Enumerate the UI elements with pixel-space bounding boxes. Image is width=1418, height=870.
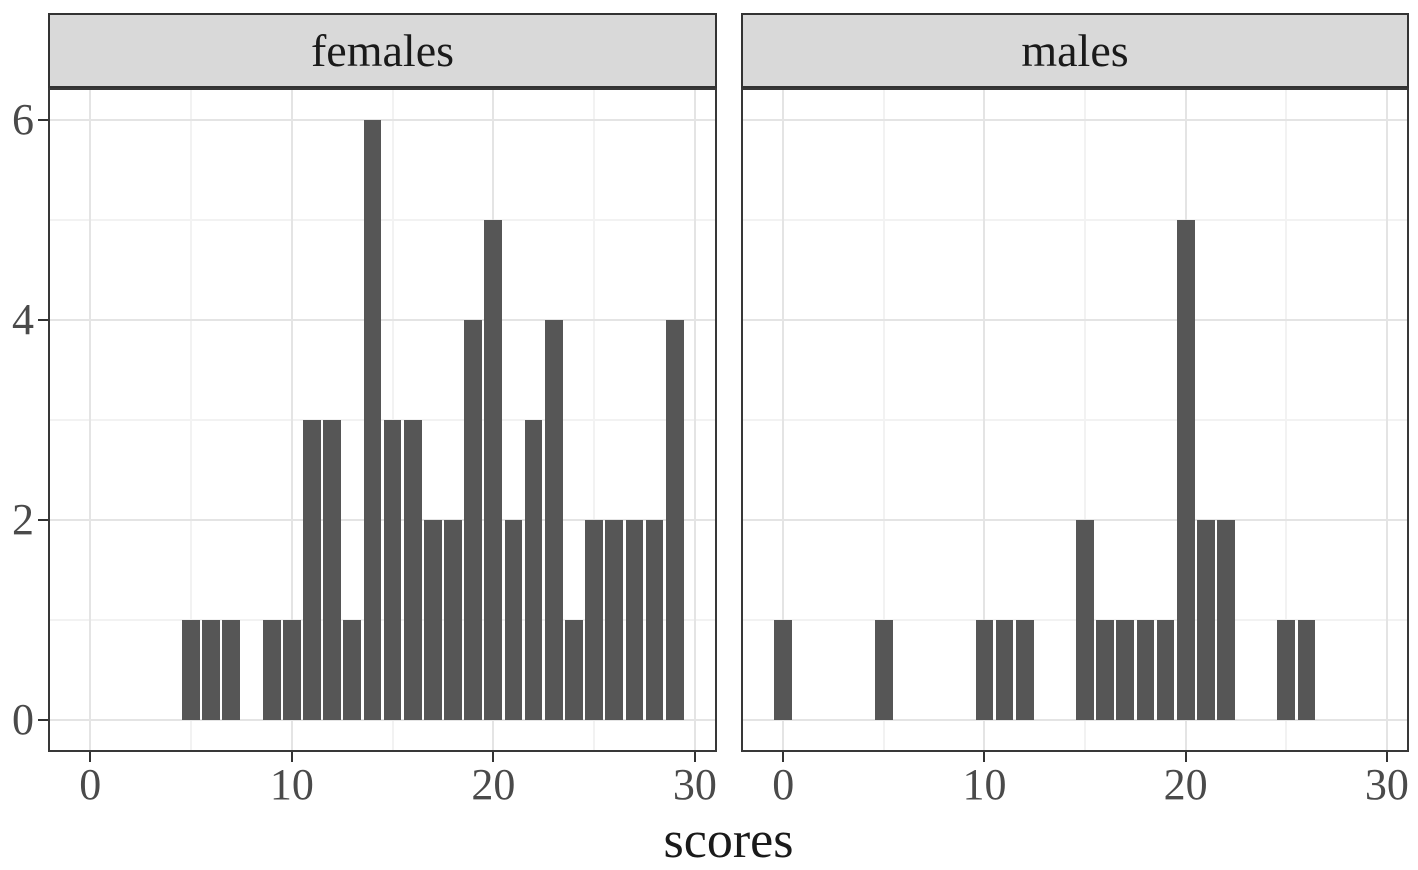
x-tick-label: 10 xyxy=(269,760,314,809)
histogram-bar xyxy=(403,420,422,720)
grid-major-x xyxy=(693,90,696,750)
histogram-bar xyxy=(1076,520,1094,720)
x-axis-title: scores xyxy=(663,812,794,869)
x-tick-label: 30 xyxy=(672,760,717,809)
histogram-bar xyxy=(383,420,402,720)
facet-strip-males: males xyxy=(741,13,1409,88)
grid-major-y xyxy=(50,719,715,721)
x-tick xyxy=(983,752,986,762)
histogram-bar xyxy=(774,620,793,720)
x-tick-label: 20 xyxy=(471,760,516,809)
grid-major-x xyxy=(1385,90,1388,750)
grid-minor-y xyxy=(743,619,1407,621)
histogram-bar xyxy=(202,620,221,720)
histogram-bar xyxy=(444,520,462,720)
grid-minor-y xyxy=(743,419,1407,421)
y-tick xyxy=(38,319,48,321)
grid-major-x xyxy=(782,90,785,750)
grid-major-y xyxy=(50,519,715,521)
histogram-bar xyxy=(665,320,684,720)
histogram-bar xyxy=(1156,620,1175,720)
x-tick xyxy=(1385,752,1388,762)
histogram-bar xyxy=(424,520,442,720)
grid-major-y xyxy=(743,719,1407,721)
grid-major-y xyxy=(50,119,715,121)
histogram-bar xyxy=(363,120,382,720)
x-tick-label: 10 xyxy=(962,760,1007,809)
panel-females xyxy=(48,88,717,752)
y-tick-label: 4 xyxy=(12,295,34,344)
histogram-bar xyxy=(625,520,644,720)
histogram-bar xyxy=(504,520,523,720)
grid-major-x xyxy=(89,90,92,750)
grid-major-y xyxy=(743,519,1407,521)
grid-major-x xyxy=(290,90,293,750)
histogram-bar xyxy=(282,620,301,720)
x-tick-label: 20 xyxy=(1163,760,1208,809)
x-tick xyxy=(89,752,92,762)
histogram-bar xyxy=(565,620,583,720)
histogram-bar xyxy=(182,620,200,720)
histogram-bar xyxy=(464,320,483,720)
histogram-bar xyxy=(1136,620,1155,720)
grid-major-x xyxy=(983,90,986,750)
y-tick xyxy=(38,719,48,721)
grid-minor-y xyxy=(50,619,715,621)
histogram-bar xyxy=(1297,620,1316,720)
histogram-bar xyxy=(524,420,543,720)
x-tick xyxy=(693,752,696,762)
grid-major-y xyxy=(743,319,1407,321)
histogram-bar xyxy=(605,520,624,720)
histogram-bar xyxy=(262,620,281,720)
histogram-bar xyxy=(222,620,241,720)
histogram-bar xyxy=(544,320,563,720)
histogram-bar xyxy=(1096,620,1115,720)
x-tick-label: 0 xyxy=(79,760,102,809)
histogram-bar xyxy=(303,420,321,720)
x-tick xyxy=(290,752,293,762)
grid-major-y xyxy=(50,319,715,321)
y-tick xyxy=(38,519,48,521)
histogram-bar xyxy=(645,520,664,720)
histogram-bar xyxy=(343,620,362,720)
plot-area-females xyxy=(50,90,715,750)
plot-area-males xyxy=(743,90,1407,750)
y-tick xyxy=(38,119,48,121)
y-tick-label: 6 xyxy=(12,95,34,144)
histogram-bar xyxy=(1196,520,1215,720)
facet-strip-label: males xyxy=(1021,24,1129,76)
y-tick-label: 2 xyxy=(12,495,34,544)
x-tick-label: 30 xyxy=(1364,760,1409,809)
facet-strip-label: females xyxy=(310,24,455,76)
facet-strip-females: females xyxy=(48,13,717,88)
histogram-bar xyxy=(1217,520,1235,720)
histogram-bar xyxy=(585,520,603,720)
panel-males xyxy=(741,88,1409,752)
grid-minor-y xyxy=(50,219,715,221)
histogram-bar xyxy=(1176,220,1195,720)
x-tick xyxy=(492,752,495,762)
grid-major-y xyxy=(743,119,1407,121)
histogram-bar xyxy=(1277,620,1296,720)
histogram-bar xyxy=(995,620,1014,720)
x-tick-label: 0 xyxy=(772,760,795,809)
histogram-bar xyxy=(975,620,994,720)
grid-minor-y xyxy=(743,219,1407,221)
histogram-bar xyxy=(1015,620,1034,720)
y-tick-label: 0 xyxy=(12,695,34,744)
grid-minor-y xyxy=(50,419,715,421)
histogram-bar xyxy=(484,220,503,720)
x-tick xyxy=(782,752,785,762)
histogram-bar xyxy=(323,420,341,720)
histogram-bar xyxy=(874,620,893,720)
x-tick xyxy=(1184,752,1187,762)
histogram-bar xyxy=(1116,620,1135,720)
